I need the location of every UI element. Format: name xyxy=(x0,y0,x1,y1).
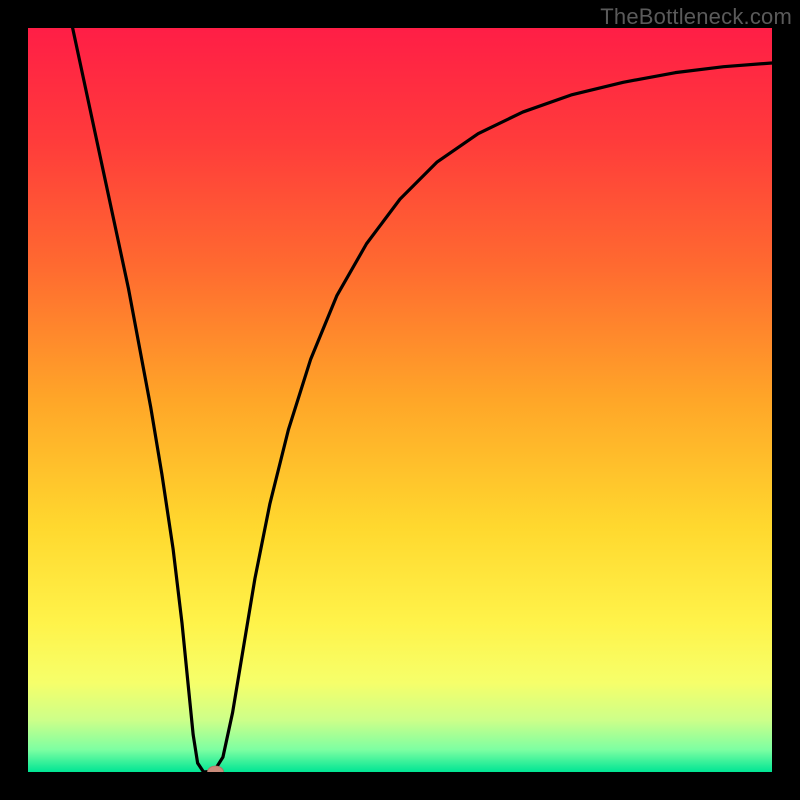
plot-background xyxy=(28,28,772,772)
chart-svg xyxy=(0,0,800,800)
chart-container: TheBottleneck.com xyxy=(0,0,800,800)
attribution-label: TheBottleneck.com xyxy=(600,4,792,30)
